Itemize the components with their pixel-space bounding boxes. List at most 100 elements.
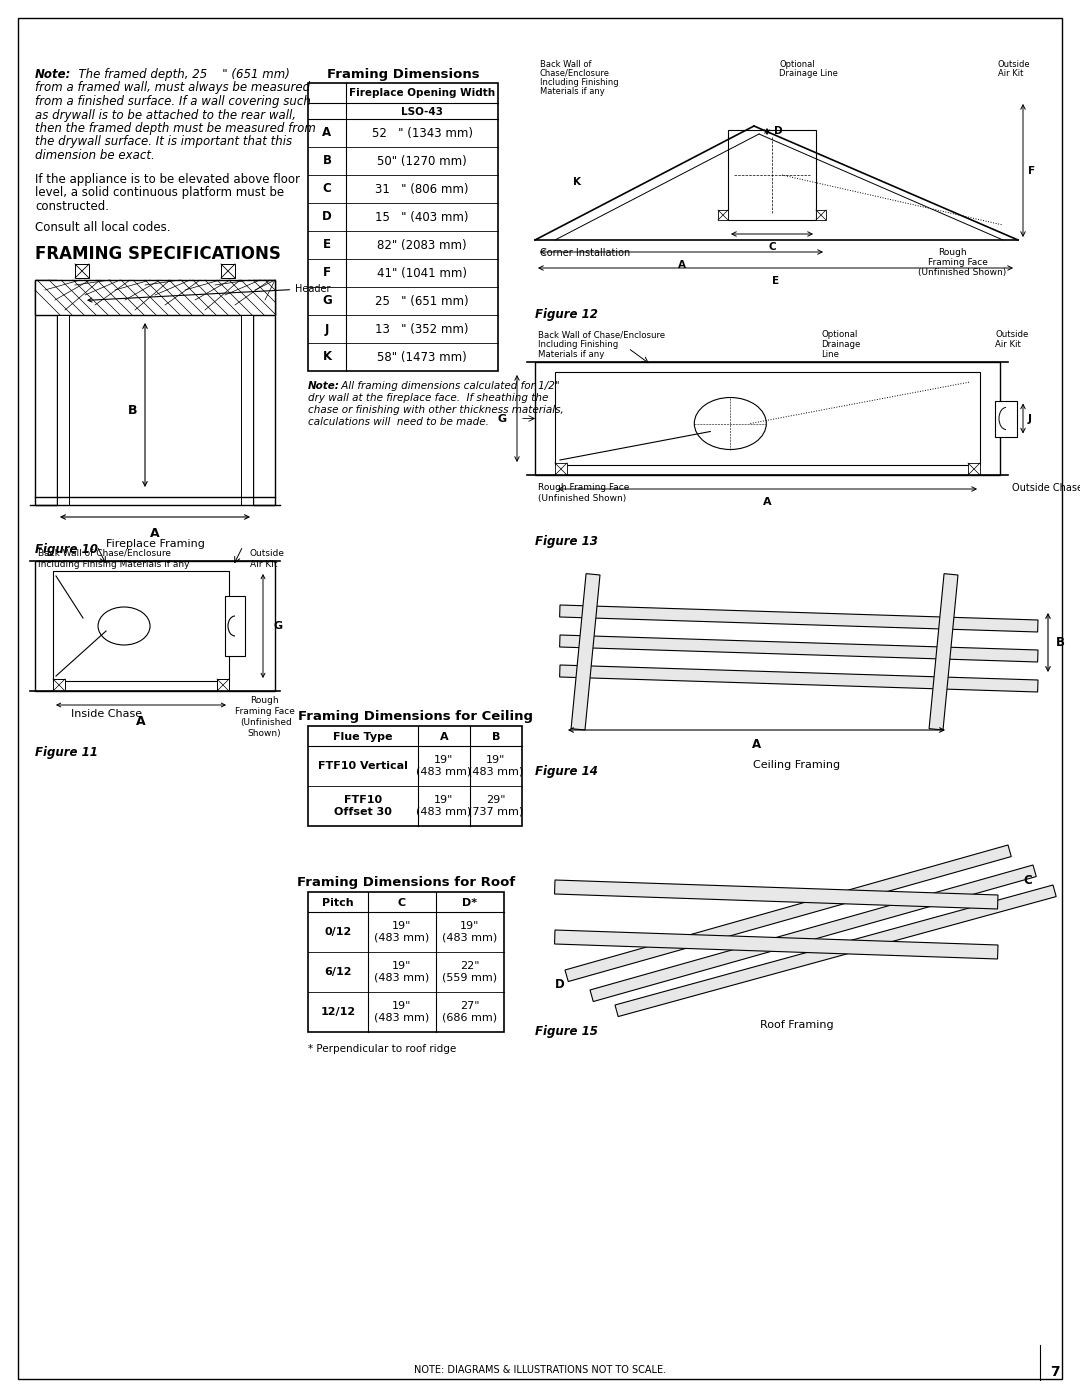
Text: B: B: [491, 732, 500, 742]
Text: Rough Framing Face: Rough Framing Face: [538, 483, 630, 492]
Text: dry wall at the fireplace face.  If sheathing the: dry wall at the fireplace face. If sheat…: [308, 393, 549, 402]
Text: E: E: [323, 239, 330, 251]
Text: F: F: [323, 267, 330, 279]
Text: E: E: [772, 277, 779, 286]
Text: 58" (1473 mm): 58" (1473 mm): [377, 351, 467, 363]
Text: 22"
(559 mm): 22" (559 mm): [443, 961, 498, 983]
Text: Ceiling Framing: Ceiling Framing: [753, 760, 840, 770]
Text: K: K: [323, 351, 332, 363]
Text: 19"
(483 mm): 19" (483 mm): [375, 961, 430, 983]
Text: B: B: [1056, 636, 1065, 650]
Text: Outside Chase: Outside Chase: [1012, 483, 1080, 493]
Text: G: G: [498, 414, 507, 423]
Text: Materials if any: Materials if any: [540, 87, 605, 96]
Text: FTF10
Offset 30: FTF10 Offset 30: [334, 795, 392, 817]
Text: Figure 13: Figure 13: [535, 535, 598, 548]
Text: Framing Dimensions: Framing Dimensions: [326, 68, 480, 81]
Text: calculations will  need to be made.: calculations will need to be made.: [308, 416, 489, 427]
Text: 6/12: 6/12: [324, 967, 352, 977]
Text: level, a solid continuous platform must be: level, a solid continuous platform must …: [35, 186, 284, 198]
Text: 19"
(483 mm): 19" (483 mm): [417, 795, 472, 817]
Text: Header: Header: [87, 284, 330, 302]
Text: Note:: Note:: [308, 381, 340, 391]
Text: 82" (2083 mm): 82" (2083 mm): [377, 239, 467, 251]
Text: 19"
(483 mm): 19" (483 mm): [375, 1002, 430, 1023]
Bar: [718, 210, 728, 219]
Text: A: A: [136, 715, 146, 728]
Text: Framing Dimensions for Roof: Framing Dimensions for Roof: [297, 876, 515, 888]
Text: A: A: [752, 738, 761, 752]
Text: Chase/Enclosure: Chase/Enclosure: [540, 68, 610, 78]
Text: Back Wall of: Back Wall of: [540, 60, 592, 68]
Text: Framing Face: Framing Face: [928, 258, 988, 267]
Text: from a framed wall, must always be measured: from a framed wall, must always be measu…: [35, 81, 310, 95]
Text: Framing Dimensions for Ceiling: Framing Dimensions for Ceiling: [297, 710, 532, 724]
Text: 13   " (352 mm): 13 " (352 mm): [375, 323, 469, 335]
Text: FRAMING SPECIFICATIONS: FRAMING SPECIFICATIONS: [35, 244, 281, 263]
Text: D: D: [774, 127, 783, 137]
Bar: [35, 279, 275, 314]
Text: (Unfinished: (Unfinished: [240, 718, 292, 726]
Bar: [308, 893, 504, 1032]
Text: A: A: [764, 497, 772, 507]
Text: Figure 15: Figure 15: [535, 1025, 598, 1038]
Text: Air Kit: Air Kit: [995, 339, 1021, 349]
Bar: [35, 562, 275, 692]
Bar: [225, 597, 245, 657]
Bar: [995, 401, 1017, 436]
Bar: [57, 314, 69, 504]
Text: 0/12: 0/12: [324, 928, 352, 937]
Text: Rough: Rough: [939, 249, 967, 257]
Text: dimension be exact.: dimension be exact.: [35, 149, 154, 162]
Text: C: C: [323, 183, 332, 196]
Text: Figure 14: Figure 14: [535, 766, 598, 778]
Bar: [35, 279, 57, 504]
Polygon shape: [559, 636, 1038, 662]
Text: 19"
(483 mm): 19" (483 mm): [375, 921, 430, 943]
Text: Pitch: Pitch: [322, 898, 354, 908]
Text: A: A: [677, 260, 686, 270]
Text: Fireplace Framing: Fireplace Framing: [106, 539, 204, 549]
Text: 12/12: 12/12: [321, 1007, 355, 1017]
Bar: [308, 82, 498, 372]
Text: Including Finising Materials if any: Including Finising Materials if any: [38, 560, 189, 569]
Text: Air Kit: Air Kit: [998, 68, 1024, 78]
Polygon shape: [590, 865, 1036, 1002]
Text: C: C: [768, 242, 775, 251]
Text: FTF10 Vertical: FTF10 Vertical: [319, 761, 408, 771]
Text: G: G: [273, 622, 282, 631]
Text: Drainage: Drainage: [821, 339, 861, 349]
Circle shape: [734, 137, 810, 212]
Text: 7: 7: [1050, 1365, 1059, 1379]
Ellipse shape: [98, 608, 150, 645]
Text: C: C: [1023, 873, 1031, 887]
Text: Outside: Outside: [249, 549, 285, 557]
Text: 41" (1041 mm): 41" (1041 mm): [377, 267, 467, 279]
Text: 52   " (1343 mm): 52 " (1343 mm): [372, 127, 473, 140]
Text: A: A: [440, 732, 448, 742]
Text: K: K: [573, 177, 581, 187]
Text: Figure 11: Figure 11: [35, 746, 98, 759]
Bar: [253, 279, 275, 504]
Text: (Unfinished Shown): (Unfinished Shown): [538, 495, 626, 503]
Text: chase or finishing with other thickness materials,: chase or finishing with other thickness …: [308, 405, 564, 415]
Bar: [53, 571, 229, 680]
Bar: [535, 362, 1000, 475]
Bar: [968, 462, 980, 475]
Text: 19"
(483 mm): 19" (483 mm): [443, 921, 498, 943]
Text: Consult all local codes.: Consult all local codes.: [35, 221, 171, 235]
Bar: [555, 372, 980, 465]
Text: B: B: [129, 404, 138, 416]
Polygon shape: [554, 930, 998, 958]
Text: constructed.: constructed.: [35, 200, 109, 212]
Bar: [221, 264, 235, 278]
Text: 25   " (651 mm): 25 " (651 mm): [375, 295, 469, 307]
Text: The framed depth, 25    " (651 mm): The framed depth, 25 " (651 mm): [71, 68, 289, 81]
Text: (Unfinished Shown): (Unfinished Shown): [918, 268, 1007, 277]
Text: 29"
(737 mm): 29" (737 mm): [469, 795, 524, 817]
Text: J: J: [325, 323, 329, 335]
Text: A: A: [323, 127, 332, 140]
Text: Outside: Outside: [998, 60, 1030, 68]
Text: then the framed depth must be measured from: then the framed depth must be measured f…: [35, 122, 315, 136]
Text: as drywall is to be attached to the rear wall,: as drywall is to be attached to the rear…: [35, 109, 296, 122]
